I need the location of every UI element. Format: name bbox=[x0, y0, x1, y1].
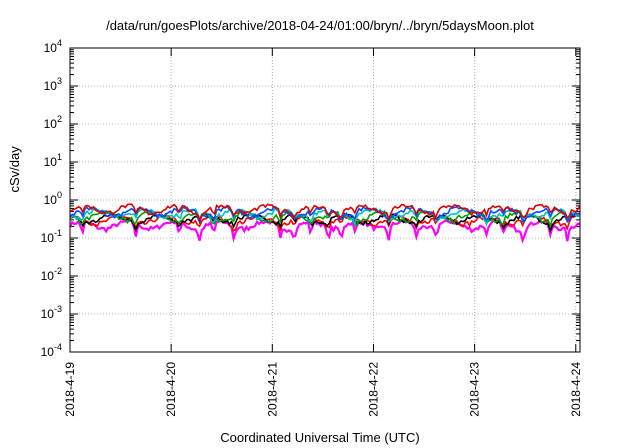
x-tick-label: 2018-4-19 bbox=[63, 362, 77, 417]
x-tick-label: 2018-4-20 bbox=[164, 362, 178, 417]
y-tick-label: 101 bbox=[44, 152, 62, 169]
y-tick-label: 10-3 bbox=[41, 304, 62, 321]
series-line bbox=[69, 212, 580, 234]
x-tick-label: 2018-4-21 bbox=[265, 362, 279, 417]
x-tick-label: 2018-4-23 bbox=[468, 362, 482, 417]
x-tick-label: 2018-4-24 bbox=[569, 362, 583, 417]
chart-title: /data/run/goesPlots/archive/2018-04-24/0… bbox=[106, 18, 534, 33]
y-tick-label: 10-1 bbox=[41, 228, 62, 245]
x-tick-label: 2018-4-22 bbox=[366, 362, 380, 417]
y-tick-label: 10-4 bbox=[41, 342, 62, 359]
y-tick-label: 104 bbox=[44, 38, 62, 55]
plot-frame bbox=[69, 47, 581, 353]
series-line bbox=[69, 203, 581, 222]
y-tick-label: 102 bbox=[44, 114, 62, 131]
x-axis-label: Coordinated Universal Time (UTC) bbox=[220, 430, 420, 445]
y-tick-label: 103 bbox=[44, 76, 62, 93]
y-tick-label: 100 bbox=[44, 190, 62, 207]
y-tick-label: 10-2 bbox=[41, 266, 62, 283]
